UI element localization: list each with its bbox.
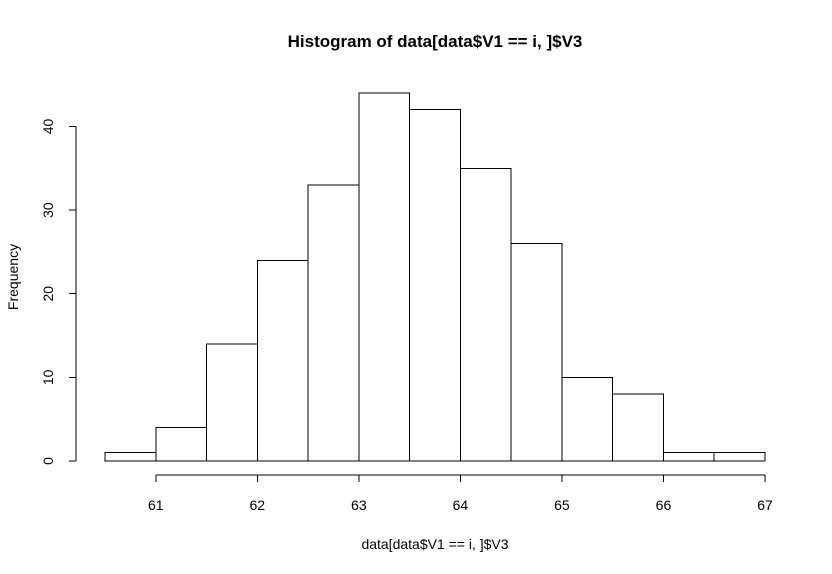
y-tick-label: 10 — [40, 369, 56, 385]
x-axis-label: data[data$V1 == i, ]$V3 — [361, 536, 508, 552]
histogram-bar — [104, 452, 157, 462]
x-tick-label: 62 — [250, 497, 266, 513]
histogram-bars — [104, 92, 766, 462]
x-axis: 61 62 63 64 65 66 67 — [148, 474, 773, 513]
histogram-bar — [155, 427, 208, 462]
y-tick-label: 0 — [40, 457, 56, 465]
x-tick-label: 61 — [148, 497, 164, 513]
histogram-bar — [561, 376, 614, 462]
y-tick-label: 20 — [40, 286, 56, 302]
y-tick-label: 40 — [40, 118, 56, 134]
x-tick-label: 65 — [554, 497, 570, 513]
histogram-bar — [358, 92, 411, 462]
histogram-bar — [256, 259, 309, 462]
x-tick-label: 64 — [453, 497, 469, 513]
histogram-bar — [713, 452, 766, 462]
chart-title: Histogram of data[data$V1 == i, ]$V3 — [288, 32, 583, 51]
y-axis: 0 10 20 30 40 — [40, 118, 77, 465]
histogram-bar — [662, 452, 715, 462]
histogram-bar — [459, 167, 512, 462]
histogram-bar — [409, 109, 461, 462]
y-axis-label: Frequency — [5, 244, 21, 310]
x-tick-label: 67 — [757, 497, 773, 513]
histogram-bar — [612, 393, 664, 462]
histogram-bar — [206, 343, 258, 462]
histogram-bar — [510, 243, 563, 462]
histogram-bar — [307, 184, 360, 462]
y-tick-label: 30 — [40, 202, 56, 218]
x-tick-label: 66 — [656, 497, 672, 513]
x-tick-label: 63 — [351, 497, 367, 513]
